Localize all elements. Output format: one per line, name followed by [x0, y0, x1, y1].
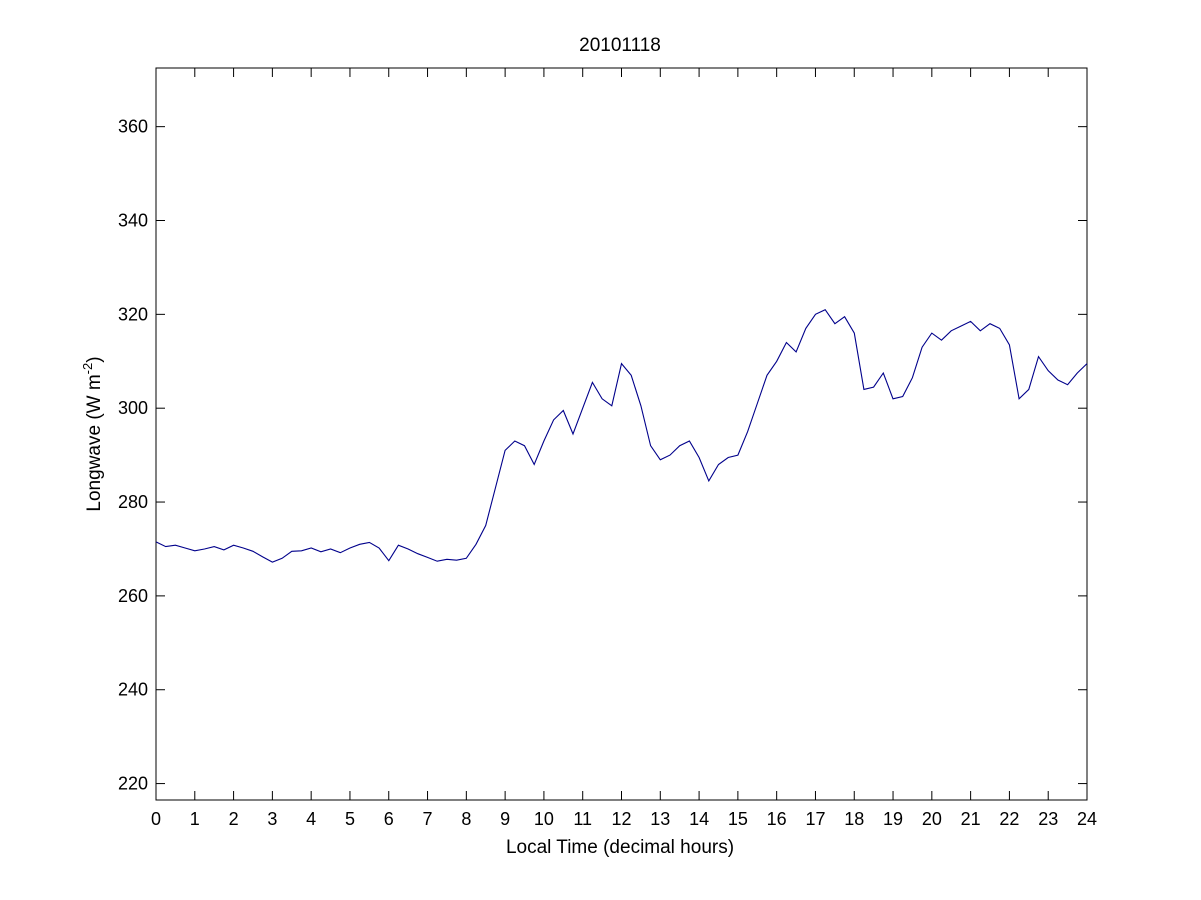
x-tick-label: 14	[689, 809, 709, 829]
x-tick-label: 16	[767, 809, 787, 829]
x-tick-label: 0	[151, 809, 161, 829]
x-tick-label: 7	[423, 809, 433, 829]
x-tick-label: 12	[611, 809, 631, 829]
x-tick-label: 8	[461, 809, 471, 829]
x-tick-label: 13	[650, 809, 670, 829]
y-tick-label: 240	[118, 680, 148, 700]
plot-area-frame	[155, 67, 1088, 801]
y-tick-label: 340	[118, 211, 148, 231]
series-line	[155, 309, 1088, 563]
y-axis-ticks: 220 240 260 280 300 320 340 360	[118, 117, 1087, 794]
y-axis-label: Longwave (W m-2)	[80, 356, 105, 511]
y-tick-label: 320	[118, 304, 148, 324]
x-tick-label: 18	[844, 809, 864, 829]
x-axis-label: Local Time (decimal hours)	[506, 837, 734, 858]
x-tick-label: 1	[190, 809, 200, 829]
x-axis-ticks: 0 1 2 3 4 5 6 7 8 9 10 11 12 13 14 15 16 17 18 19 20 21 22 23 24	[151, 68, 1097, 829]
x-tick-label: 22	[999, 809, 1019, 829]
x-tick-label: 17	[805, 809, 825, 829]
y-tick-label: 220	[118, 774, 148, 794]
x-tick-label: 19	[883, 809, 903, 829]
x-tick-label: 20	[922, 809, 942, 829]
x-tick-label: 3	[267, 809, 277, 829]
x-tick-label: 15	[728, 809, 748, 829]
y-tick-label: 360	[118, 117, 148, 137]
x-tick-label: 2	[229, 809, 239, 829]
x-tick-label: 9	[500, 809, 510, 829]
x-tick-label: 5	[345, 809, 355, 829]
x-tick-label: 21	[961, 809, 981, 829]
y-tick-label: 280	[118, 492, 148, 512]
x-tick-label: 10	[534, 809, 554, 829]
x-tick-label: 4	[306, 809, 316, 829]
x-tick-label: 6	[384, 809, 394, 829]
x-tick-label: 23	[1038, 809, 1058, 829]
chart-title: 20101118	[579, 35, 661, 56]
y-tick-label: 260	[118, 586, 148, 606]
x-tick-label: 11	[573, 809, 592, 829]
y-tick-label: 300	[118, 398, 148, 418]
x-tick-label: 24	[1077, 809, 1097, 829]
